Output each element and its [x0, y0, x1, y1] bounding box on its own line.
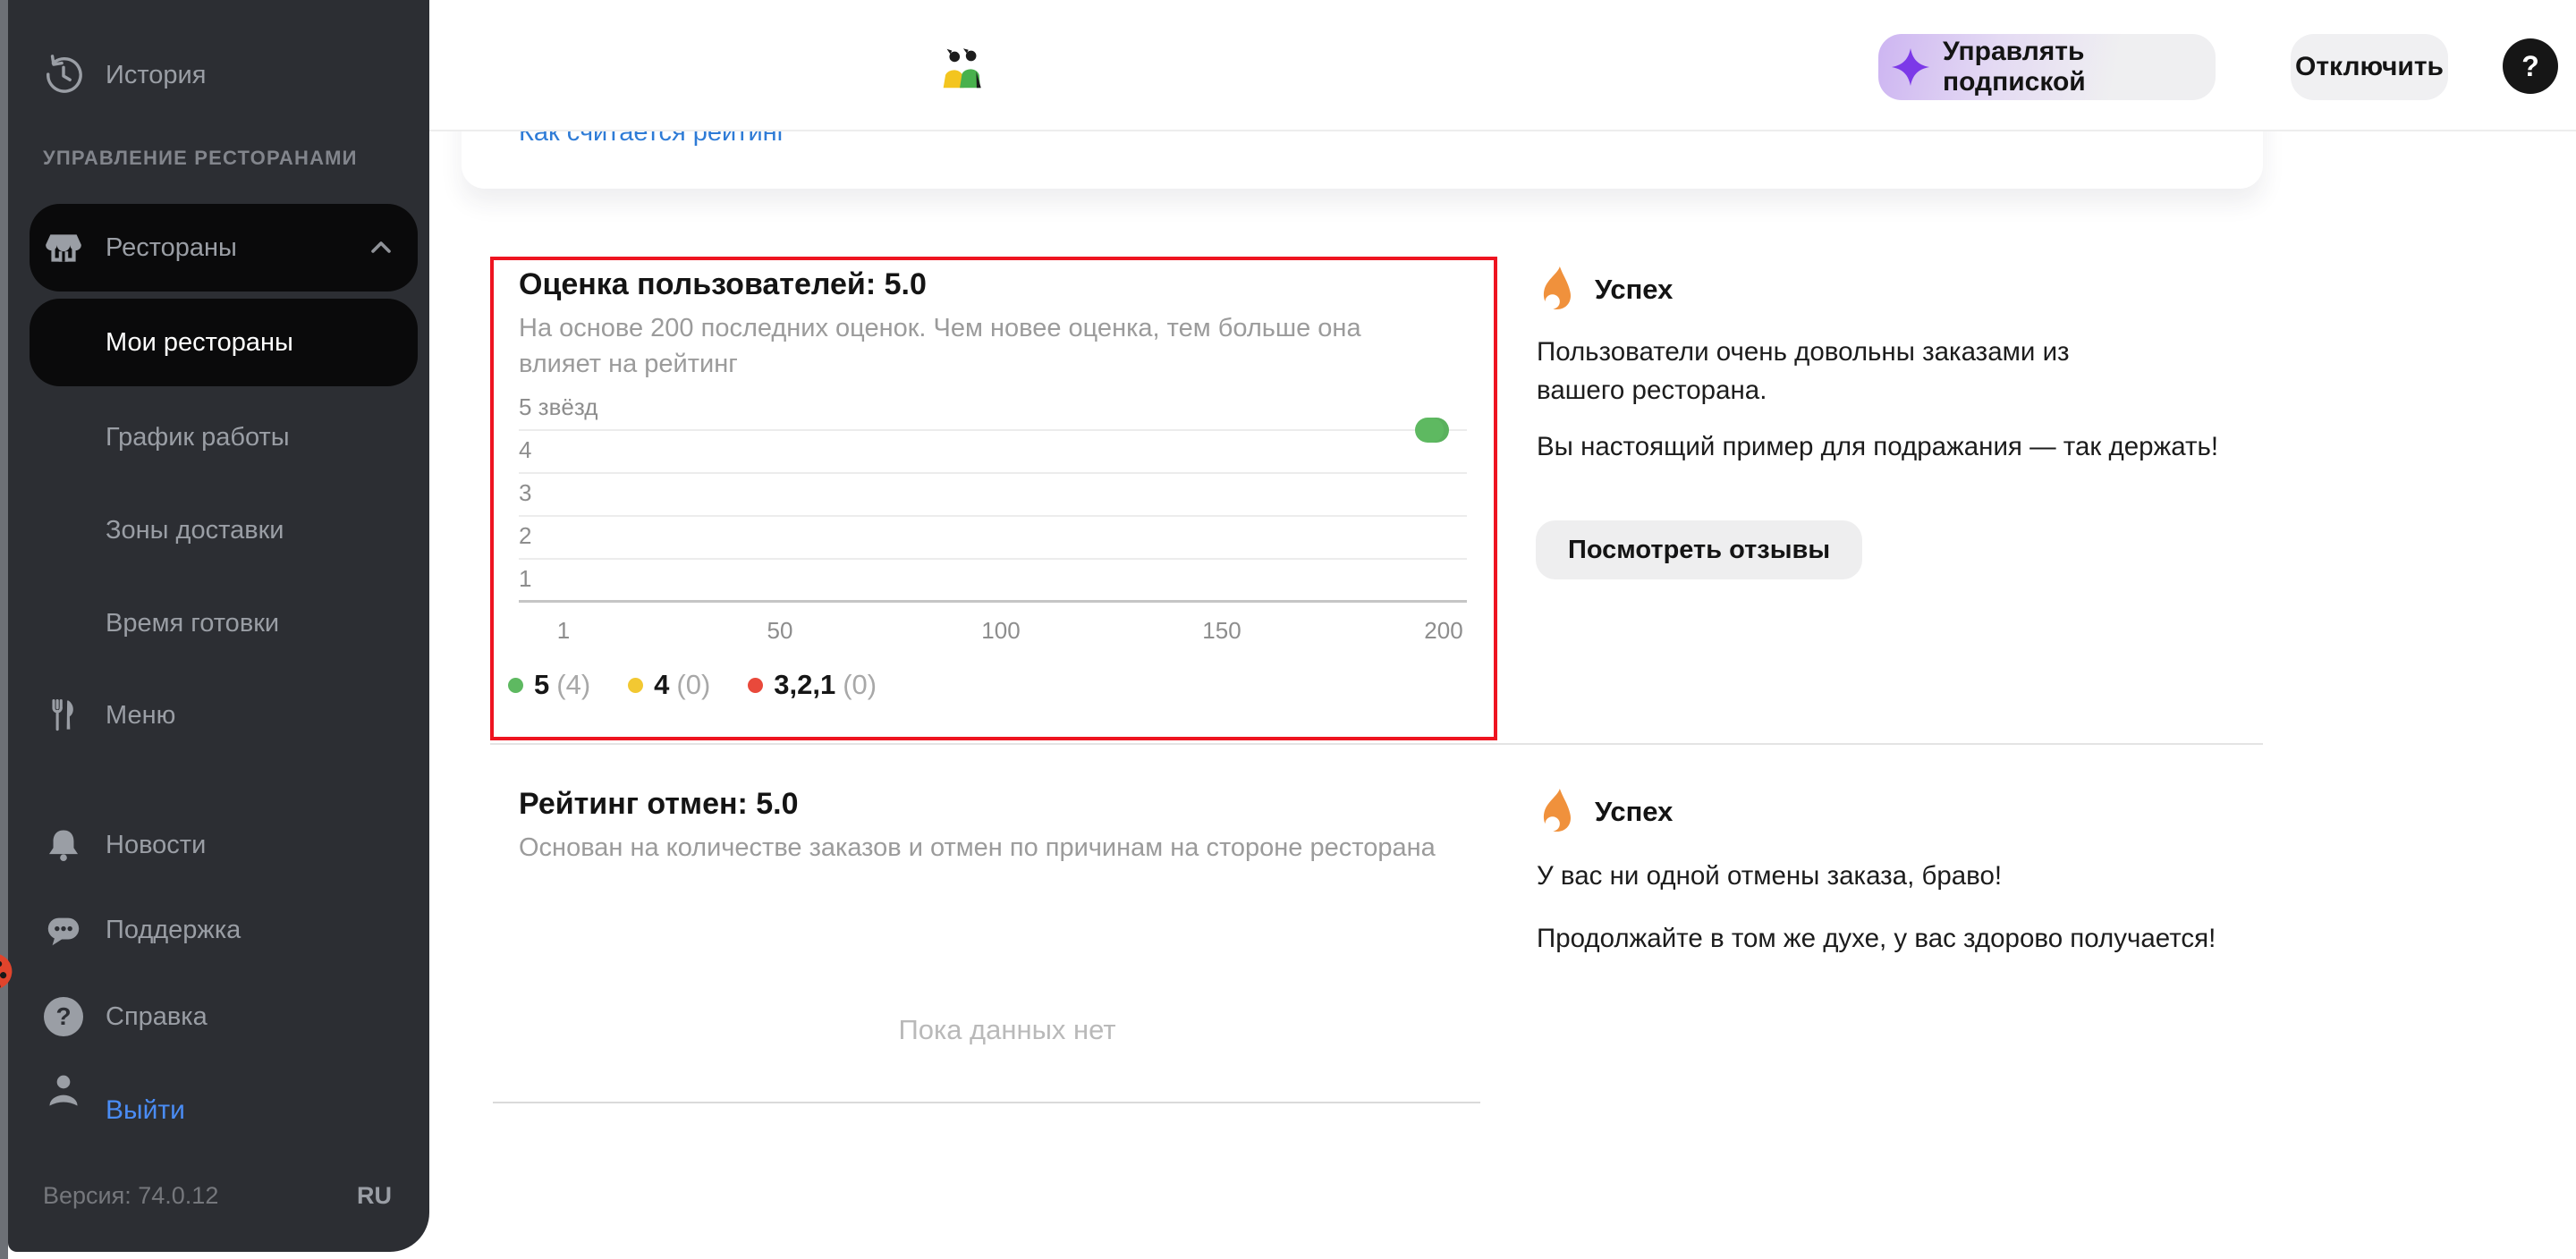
sidebar: История УПРАВЛЕНИЕ РЕСТОРАНАМИ Рестораны…	[8, 0, 429, 1252]
y-tick: 3	[519, 479, 532, 506]
language-switcher[interactable]: RU	[357, 1182, 392, 1209]
sparkle-icon	[1891, 47, 1930, 87]
legend-item-4: 4 (0)	[628, 669, 710, 701]
flame-icon	[1535, 787, 1578, 840]
y-tick: 1	[519, 565, 532, 592]
sidebar-item-support[interactable]: Поддержка	[8, 901, 429, 959]
sidebar-item-logout[interactable]: Выйти	[8, 1071, 429, 1134]
chat-bubble-icon	[43, 909, 84, 951]
bell-icon	[43, 824, 84, 866]
brand-people-logo	[935, 48, 988, 94]
x-tick: 150	[1202, 617, 1241, 644]
question-circle-icon: ?	[43, 996, 84, 1037]
topbar: Управлять подпиской Отключить ?	[429, 0, 2576, 131]
sidebar-item-my-restaurants[interactable]: Мои рестораны	[30, 299, 418, 386]
x-axis-line	[519, 600, 1467, 603]
cancel-rating-subtitle: Основан на количестве заказов и отмен по…	[519, 833, 1436, 862]
manage-subscription-label: Управлять подпиской	[1943, 37, 2086, 97]
sidebar-item-restaurants[interactable]: Рестораны	[30, 204, 418, 292]
success-title: Успех	[1595, 274, 1674, 305]
green-dot-icon	[508, 677, 523, 693]
section-divider	[490, 743, 2263, 745]
y-tick: 4	[519, 436, 532, 463]
app-version: Версия: 74.0.12	[43, 1182, 219, 1209]
red-dot-icon	[748, 677, 764, 693]
sidebar-item-label: Рестораны	[106, 232, 237, 262]
person-icon	[43, 1071, 84, 1112]
data-point-5-stars	[1415, 418, 1449, 443]
disconnect-button[interactable]: Отключить	[2291, 34, 2448, 100]
yellow-dot-icon	[628, 677, 644, 693]
sidebar-item-label: История	[106, 60, 207, 89]
sidebar-item-cooking-time[interactable]: Время готовки	[106, 609, 280, 638]
sidebar-section-header: УПРАВЛЕНИЕ РЕСТОРАНАМИ	[43, 147, 358, 169]
success-paragraph-1: Пользователи очень довольны заказами из …	[1537, 337, 2070, 405]
legend-item-321: 3,2,1 (0)	[748, 669, 877, 701]
gridline-2	[519, 558, 1467, 560]
gridline-4	[519, 472, 1467, 474]
success-title: Успех	[1595, 796, 1674, 827]
sidebar-item-label: Новости	[106, 830, 207, 859]
chart-legend: 5 (4) 4 (0) 3,2,1 (0)	[508, 669, 877, 701]
chevron-up-icon[interactable]	[360, 227, 402, 273]
manage-subscription-button[interactable]: Управлять подпиской	[1878, 34, 2216, 100]
x-tick: 200	[1424, 617, 1463, 644]
help-button[interactable]: ?	[2503, 38, 2558, 94]
success-paragraph-2: Продолжайте в том же духе, у вас здорово…	[1537, 924, 2216, 953]
sidebar-item-help[interactable]: ? Справка	[8, 988, 429, 1045]
view-reviews-button[interactable]: Посмотреть отзывы	[1536, 520, 1863, 579]
sidebar-item-news[interactable]: Новости	[8, 816, 429, 874]
highlight-box	[490, 257, 1497, 740]
page-edge	[0, 0, 8, 1259]
disconnect-label: Отключить	[2295, 52, 2444, 81]
sidebar-item-label: Мои рестораны	[106, 327, 293, 357]
history-icon	[43, 55, 84, 96]
help-glyph: ?	[2521, 49, 2539, 82]
ladybug-icon[interactable]	[0, 944, 20, 1001]
y-tick: 5 звёзд	[519, 393, 598, 420]
user-rating-subtitle: На основе 200 последних оценок. Чем нове…	[519, 314, 1361, 378]
y-tick: 2	[519, 522, 532, 549]
empty-state-text: Пока данных нет	[898, 1014, 1116, 1045]
sidebar-item-label: Поддержка	[106, 915, 242, 944]
sidebar-item-delivery-zones[interactable]: Зоны доставки	[106, 516, 284, 545]
sidebar-item-label: Меню	[106, 700, 176, 730]
legend-item-5: 5 (4)	[508, 669, 590, 701]
sidebar-item-schedule[interactable]: График работы	[106, 423, 290, 452]
sidebar-item-label: Справка	[106, 1001, 208, 1031]
fork-knife-icon	[43, 695, 84, 736]
empty-chart-baseline	[493, 1102, 1480, 1103]
flame-icon	[1535, 265, 1578, 317]
x-tick: 50	[767, 617, 793, 644]
gridline-5	[519, 429, 1467, 431]
sidebar-item-history[interactable]: История	[8, 46, 429, 104]
user-rating-title: Оценка пользователей: 5.0	[519, 267, 927, 301]
success-paragraph-2: Вы настоящий пример для подражания — так…	[1537, 432, 2219, 461]
gridline-3	[519, 515, 1467, 517]
x-tick: 100	[981, 617, 1021, 644]
sidebar-item-menu[interactable]: Меню	[8, 687, 429, 744]
logout-link: Выйти	[106, 1095, 185, 1125]
cancel-rating-title: Рейтинг отмен: 5.0	[519, 787, 799, 821]
x-tick: 1	[556, 617, 571, 644]
storefront-icon	[43, 227, 84, 268]
success-paragraph-1: У вас ни одной отмены заказа, браво!	[1537, 861, 2003, 891]
